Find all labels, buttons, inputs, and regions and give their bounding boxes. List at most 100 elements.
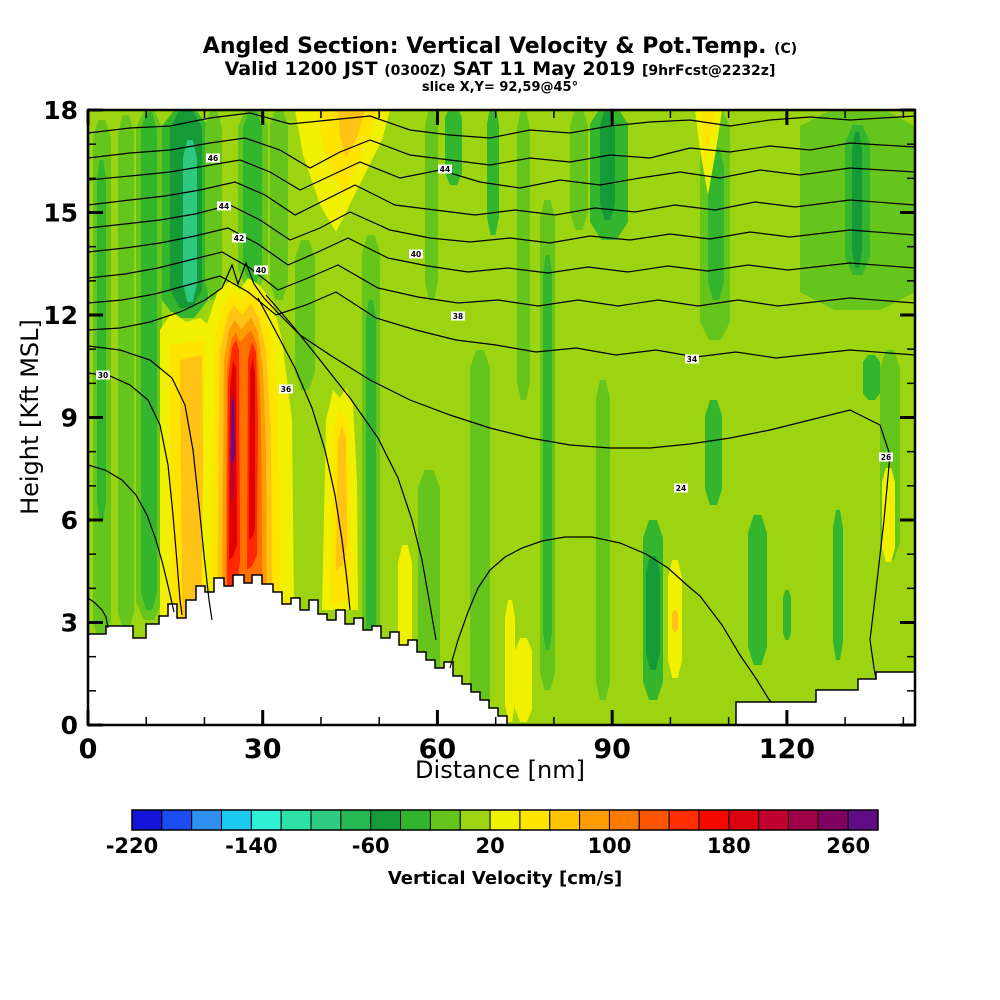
velocity-stripe (183, 140, 197, 302)
pot-temp-contour (88, 137, 915, 169)
y-tick-label: 15 (43, 199, 78, 228)
chart-title-units: (C) (774, 41, 798, 57)
velocity-stripe (487, 110, 499, 235)
colorbar-cell (310, 809, 342, 831)
contour-label-box (232, 233, 246, 243)
velocity-stripe (705, 400, 722, 505)
velocity-stripe (646, 556, 660, 670)
terrain (735, 671, 915, 725)
velocity-stripe (515, 638, 532, 722)
colorbar-cell (668, 809, 700, 831)
contour-label: 24 (676, 484, 686, 493)
contour-label-box (438, 164, 452, 174)
pot-temp-contour (88, 275, 915, 359)
slice-info: slice X,Y= 92,59@45° (421, 80, 579, 95)
x-tick-label: 90 (593, 734, 631, 765)
x-tick-label: 30 (244, 734, 282, 765)
colorbar-tick-label: -60 (352, 834, 390, 858)
y-tick-label: 12 (43, 301, 78, 330)
pot-temp-contour (88, 227, 915, 274)
colorbar-tick-label: 20 (475, 834, 504, 858)
pot-temp-contour (88, 597, 109, 629)
pot-temp-contour (257, 297, 351, 611)
pot-temp-contour (88, 464, 175, 613)
velocity-stripe (243, 110, 262, 283)
velocity-feature (231, 398, 235, 462)
title-block: Angled Section: Vertical Velocity & Pot.… (0, 0, 1000, 95)
chart-subtitle: Valid 1200 JST (0300Z) SAT 11 May 2019 [… (224, 58, 776, 80)
contour-label-box (451, 311, 465, 321)
y-tick-label: 0 (61, 711, 78, 740)
colorbar-cell (728, 809, 760, 831)
pot-temp-contour (265, 294, 437, 641)
y-tick-label: 9 (61, 404, 78, 433)
velocity-stripe (748, 515, 767, 665)
x-tick-label: 0 (79, 734, 98, 765)
colorbar-cell (400, 809, 431, 831)
contour-label-box (279, 384, 293, 394)
contour-label: 34 (687, 355, 697, 364)
contour-label: 38 (453, 312, 463, 321)
colorbar-cell (638, 809, 670, 831)
contour-label: 46 (208, 154, 218, 163)
colorbar-cell (579, 809, 610, 831)
velocity-stripe (863, 355, 880, 400)
contour-label: 36 (281, 385, 291, 394)
velocity-stripe (141, 112, 157, 610)
velocity-stripe (505, 600, 515, 722)
y-tick-label: 3 (61, 609, 78, 638)
colorbar-cell (549, 809, 581, 831)
y-tick-label: 6 (61, 506, 78, 535)
contour-label: 40 (256, 266, 266, 275)
colorbar-cell (787, 809, 819, 831)
contour-label: 44 (219, 202, 229, 211)
field-group: 46 44 42 40 44 40 38 30 36 34 24 26 (88, 110, 915, 725)
x-tick-label: 120 (759, 734, 815, 765)
velocity-stripe (882, 468, 895, 562)
velocity-stripe (425, 110, 438, 300)
chart-title: Angled Section: Vertical Velocity & Pot.… (0, 36, 1000, 58)
velocity-stripe (517, 110, 530, 400)
contour-label-box (685, 354, 699, 364)
colorbar-cell (698, 809, 730, 831)
colorbar-tick-label: 260 (826, 834, 870, 858)
velocity-feature (338, 110, 365, 158)
colorbar-cell (340, 809, 372, 831)
contour-label-box (217, 201, 231, 211)
velocity-stripe (470, 350, 490, 722)
colorbar-tick-label: -220 (106, 834, 159, 858)
contour-label-box (409, 249, 423, 259)
contour-label-box (879, 452, 893, 462)
contour-label-box (254, 265, 268, 275)
colorbar-tick-label: -140 (225, 834, 278, 858)
contour-label-box (96, 370, 110, 380)
contour-label-box (674, 483, 688, 493)
colorbar-cell (161, 809, 193, 831)
pot-temp-contour (88, 251, 915, 307)
terrain (88, 574, 508, 725)
contour-label: 30 (98, 371, 108, 380)
colorbar-cell (519, 809, 551, 831)
velocity-stripe (783, 590, 791, 640)
velocity-stripe (570, 110, 588, 230)
colorbar-tick-label: 180 (707, 834, 751, 858)
colorbar-cell (370, 809, 402, 831)
velocity-stripe (596, 380, 610, 700)
x-axis-title: Distance [nm] (415, 756, 585, 784)
colorbar-cell (191, 809, 223, 831)
pot-temp-contour (449, 536, 772, 703)
chart-title-text: Angled Section: Vertical Velocity & Pot.… (202, 34, 767, 59)
colorbar-cell (847, 809, 879, 831)
pot-temp-contour (88, 345, 213, 621)
pot-temp-contour (88, 372, 183, 616)
pot-temp-contour (88, 159, 915, 191)
colorbar-cell (221, 809, 252, 831)
velocity-feature (695, 110, 722, 195)
pot-temp-contour (88, 261, 891, 680)
colorbar-tick-label: 100 (588, 834, 632, 858)
velocity-feature (249, 358, 255, 540)
velocity-feature (336, 425, 347, 570)
colorbar-cell (131, 809, 163, 831)
velocity-stripe (672, 610, 678, 632)
colorbar-cell (459, 809, 491, 831)
